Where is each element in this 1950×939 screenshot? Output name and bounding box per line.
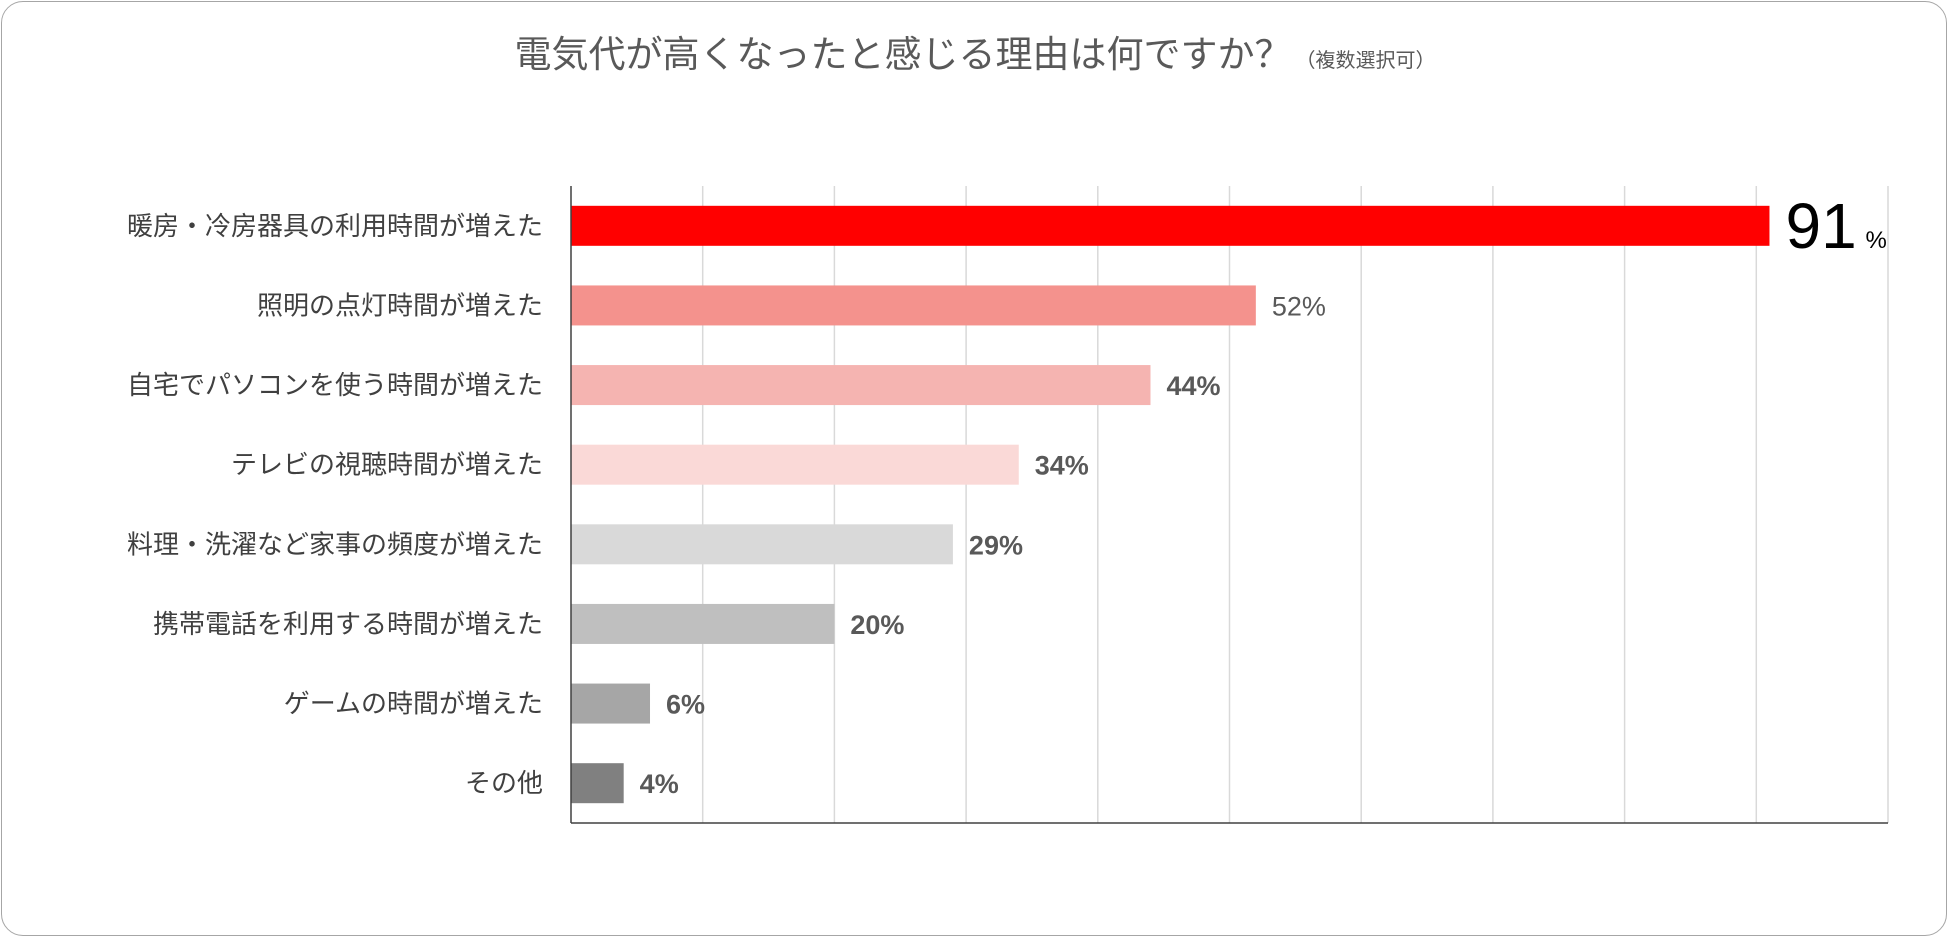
- bar: [571, 205, 1770, 246]
- data-label: 20%: [850, 610, 904, 640]
- data-label: 4%: [640, 769, 679, 799]
- bar: [571, 365, 1151, 406]
- data-label: 34%: [1035, 451, 1089, 481]
- category-label: 自宅でパソコンを使う時間が増えた: [127, 371, 543, 401]
- bar: [571, 603, 835, 644]
- category-label: 暖房・冷房器具の利用時間が増えた: [127, 212, 543, 242]
- data-label-unit: %: [1865, 227, 1886, 254]
- bar: [571, 524, 953, 565]
- bar: [571, 285, 1256, 326]
- chart-title-block: 電気代が高くなったと感じる理由は何ですか？ （複数選択可）: [0, 24, 1950, 78]
- category-label: 料理・洗濯など家事の頻度が増えた: [127, 530, 543, 560]
- category-label: テレビの視聴時間が増えた: [231, 451, 543, 481]
- bar: [571, 444, 1019, 485]
- category-label: ゲームの時間が増えた: [284, 690, 543, 720]
- data-label: 44%: [1166, 371, 1220, 401]
- bar: [571, 763, 624, 804]
- category-label: 携帯電話を利用する時間が増えた: [153, 610, 543, 640]
- category-label: その他: [465, 769, 543, 799]
- category-label: 照明の点灯時間が増えた: [257, 291, 543, 321]
- data-label: 91: [1785, 190, 1856, 262]
- chart-subtitle: （複数選択可）: [1295, 48, 1436, 72]
- bar: [571, 683, 651, 724]
- chart-title: 電気代が高くなったと感じる理由は何ですか？: [514, 33, 1292, 76]
- data-label: 52%: [1272, 291, 1326, 321]
- data-label: 29%: [969, 530, 1023, 560]
- data-label: 6%: [666, 690, 705, 720]
